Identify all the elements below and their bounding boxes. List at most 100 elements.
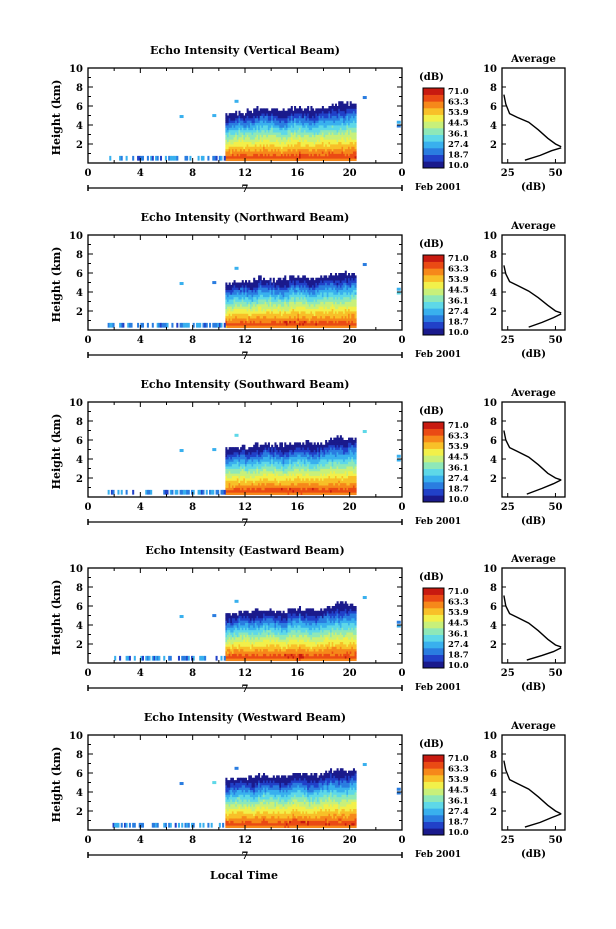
panel-3-heatmap-cell — [284, 480, 287, 484]
panel-3-heatmap-cell — [235, 463, 238, 467]
panel-1-heatmap-cell — [235, 153, 238, 157]
panel-1-heatmap-cell — [277, 139, 280, 143]
panel-3-heatmap-cell — [274, 444, 277, 448]
panel-1-heatmap-cell — [295, 144, 298, 147]
panel-2-heatmap-cell — [321, 320, 324, 324]
panel-1-heatmap-cell — [225, 155, 228, 159]
panel-2-heatmap-cell — [326, 296, 329, 300]
panel-1-heatmap-cell — [254, 110, 257, 114]
panel-1-heatmap-cell — [302, 146, 305, 150]
panel-1-heatmap-cell — [230, 132, 233, 135]
panel-3-heatmap-cell — [240, 461, 243, 465]
panel-1-heatmap-cell — [351, 103, 354, 107]
panel-1-heatmap-cell — [289, 136, 292, 140]
panel-2-heatmap-cell — [279, 306, 282, 310]
panel-1-heatmap-cell — [258, 141, 261, 145]
panel-3-heatmap-cell — [256, 478, 259, 481]
panel-2-heatmap-cell — [285, 301, 288, 305]
panel-2-colorbar-tick-label: 44.5 — [448, 286, 469, 296]
panel-3-heatmap-cell — [236, 454, 239, 458]
panel-2-heatmap-cell — [320, 315, 323, 319]
panel-3-heatmap-cell — [254, 478, 257, 481]
panel-2-heatmap-cell — [245, 294, 248, 298]
panel-2-heatmap-cell — [253, 277, 256, 281]
panel-1-heatmap-cell — [341, 106, 344, 109]
panel-3-heatmap-cell — [300, 487, 303, 491]
panel-3-heatmap-cell — [312, 461, 315, 465]
panel-3-heatmap-cell — [287, 456, 290, 460]
panel-1-heatmap-cell — [264, 141, 267, 145]
panel-1-heatmap-cell — [333, 120, 336, 124]
panel-2-heatmap-cell — [284, 284, 287, 288]
panel-2-heatmap-cell — [352, 311, 355, 314]
panel-3-heatmap-cell — [313, 447, 316, 450]
panel-2-heatmap-cell — [243, 306, 246, 310]
panel-1-heatmap-cell — [269, 115, 272, 119]
panel-1-heatmap-cell — [312, 158, 315, 162]
panel-2-heatmap-cell — [245, 325, 248, 329]
panel-2-heatmap-cell — [295, 318, 298, 321]
panel-2-heatmap-cell — [227, 313, 230, 317]
panel-3-heatmap-cell — [285, 444, 288, 448]
panel-3-heatmap-cell — [303, 480, 306, 484]
panel-3-heatmap-cell — [307, 461, 310, 465]
panel-2-heatmap-cell — [294, 296, 297, 300]
panel-1-heatmap-cell — [266, 132, 269, 135]
panel-1-heatmap-cell — [256, 132, 259, 135]
panel-1-heatmap-cell — [308, 139, 311, 143]
panel-1-heatmap-cell — [230, 151, 233, 154]
panel-1-heatmap-cell — [256, 139, 259, 143]
panel-3-heatmap-cell — [307, 482, 310, 486]
panel-2-heatmap-cell — [264, 318, 267, 321]
panel-1-heatmap-cell — [336, 106, 339, 109]
panel-3-heatmap-cell — [298, 456, 302, 460]
panel-2-heatmap-cell — [287, 282, 290, 286]
panel-1-heatmap-cell — [352, 103, 355, 107]
panel-2-heatmap-cell — [249, 308, 252, 312]
panel-1-profile-xtick-label: 25 — [501, 168, 515, 179]
panel-3-heatmap-cell — [271, 475, 274, 479]
panel-3-heatmap-cell — [298, 480, 302, 484]
panel-2-heatmap-cell — [290, 306, 293, 310]
panel-1-heatmap-cell — [333, 153, 336, 157]
panel-3-heatmap-cell — [271, 456, 274, 460]
panel-2-heatmap-cell — [338, 277, 341, 281]
panel-2-heatmap-cell — [297, 280, 300, 283]
panel-1-heatmap-cell — [292, 132, 295, 135]
panel-3-heatmap-cell — [261, 487, 264, 491]
panel-1-heatmap-cell — [282, 115, 285, 119]
panel-2-heatmap-cell — [284, 322, 287, 326]
panel-1-heatmap-cell — [280, 146, 284, 150]
panel-3-heatmap-cell — [262, 468, 266, 472]
panel-2-heatmap-cell — [245, 282, 248, 286]
panel-1-heatmap-cell — [277, 120, 280, 124]
panel-3-heatmap-cell — [305, 487, 308, 491]
panel-3-heatmap-cell — [313, 459, 316, 462]
panel-1-heatmap-cell — [338, 106, 341, 109]
panel-2-heatmap-cell — [261, 289, 264, 293]
panel-1-heatmap-cell — [228, 125, 231, 128]
panel-1-heatmap-cell — [272, 151, 275, 154]
panel-1-heatmap-cell — [243, 127, 246, 131]
panel-1-heatmap-cell — [298, 144, 302, 147]
panel-1-heatmap-cell — [243, 158, 246, 162]
panel-2-heatmap-cell — [261, 294, 264, 298]
panel-1-heatmap-cell — [285, 144, 288, 147]
panel-2-heatmap-cell — [302, 280, 305, 283]
panel-1-heatmap-cell — [295, 125, 298, 128]
panel-1-heatmap-cell — [315, 127, 318, 131]
panel-2-heatmap-cell — [234, 266, 239, 270]
panel-2-heatmap-cell — [271, 299, 274, 302]
panel-3-heatmap-cell — [230, 475, 233, 479]
panel-3-heatmap-cell — [321, 489, 324, 493]
panel-2-heatmap-cell — [310, 284, 313, 288]
panel-1-heatmap-cell — [321, 127, 324, 131]
panel-3-heatmap-cell — [267, 492, 270, 496]
panel-3-heatmap-cell — [276, 463, 279, 467]
panel-1-heatmap-cell — [243, 144, 246, 147]
panel-1-heatmap-cell — [346, 153, 349, 157]
panel-3-heatmap-cell — [289, 463, 292, 467]
panel-1-heatmap-cell — [305, 153, 308, 157]
panel-2-heatmap-cell — [338, 311, 341, 314]
panel-3-heatmap-cell — [285, 451, 288, 455]
